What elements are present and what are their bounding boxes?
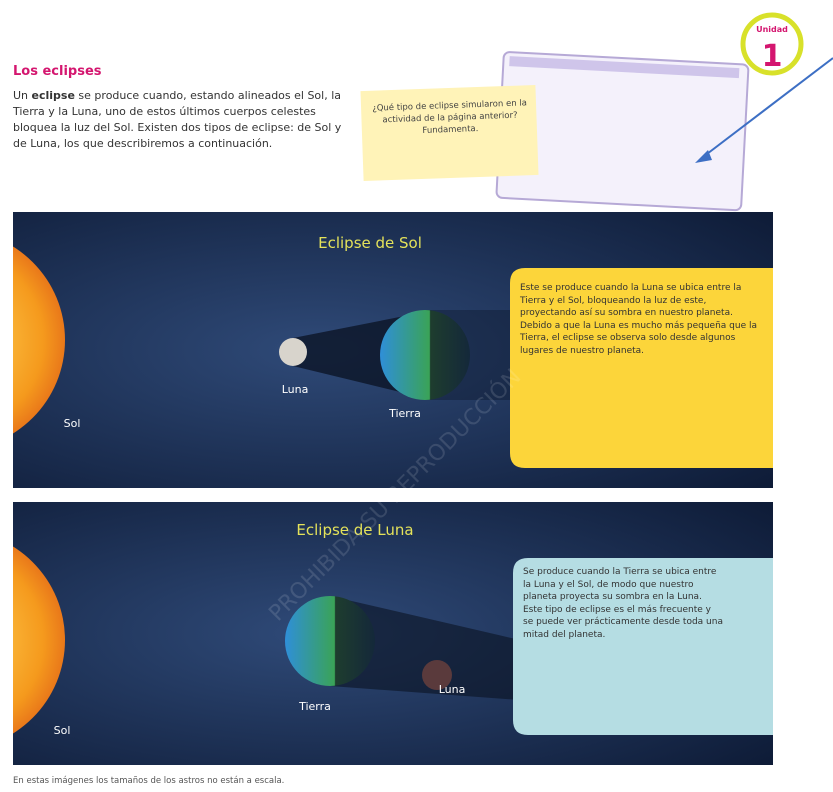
earth-label: Tierra: [298, 700, 331, 713]
earth: [380, 310, 470, 400]
intro: Un eclipse se produce cuando, estando al…: [13, 88, 343, 152]
moon: [279, 338, 307, 366]
sun-label: Sol: [54, 724, 71, 737]
badge-number: 1: [762, 39, 783, 74]
moon-label: Luna: [282, 383, 309, 396]
description: Se produce cuando la Tierra se ubica ent…: [523, 566, 723, 641]
panel-title: Eclipse de Sol: [318, 234, 422, 252]
moon-label: Luna: [439, 683, 466, 696]
badge-label: Unidad: [756, 25, 788, 34]
section-title: Los eclipses: [13, 64, 102, 79]
intro-bold: eclipse: [32, 89, 75, 102]
earth-label: Tierra: [388, 407, 421, 420]
question-note: ¿Qué tipo de eclipse simularon en la act…: [369, 97, 530, 139]
description: Este se produce cuando la Luna se ubica …: [520, 282, 760, 357]
intro-text: Un: [13, 89, 32, 102]
page: Unidad 1 Eclipse de Sol Sol Luna Tierra …: [0, 0, 833, 792]
footnote: En estas imágenes los tamaños de los ast…: [13, 776, 284, 786]
sun-label: Sol: [64, 417, 81, 430]
